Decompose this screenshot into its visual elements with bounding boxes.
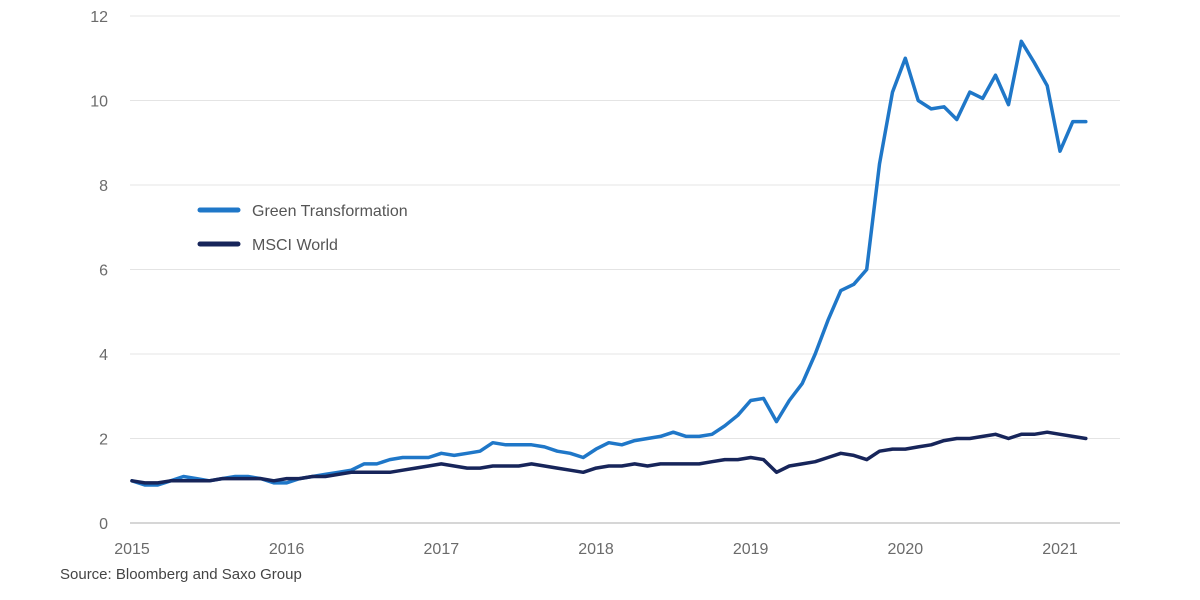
x-tick-label: 2017 [424,541,460,558]
y-tick-label: 10 [90,94,108,111]
x-tick-label: 2020 [888,541,924,558]
gridlines [130,15,1120,524]
source-note: Source: Bloomberg and Saxo Group [60,566,302,583]
series-line-msci-world [130,430,1088,485]
y-axis-ticks: 0 2 4 6 8 10 12 [90,9,108,533]
x-tick-label: 2016 [269,541,305,558]
legend: Green Transformation MSCI World [197,203,408,254]
y-tick-label: 6 [99,263,108,280]
series-line-green-transformation [130,39,1088,487]
x-axis-ticks: 2015 2016 2017 2018 2019 2020 2021 [114,541,1078,558]
x-tick-label: 2018 [578,541,614,558]
legend-label-green-transformation: Green Transformation [252,203,408,220]
legend-label-msci-world: MSCI World [252,237,338,254]
y-tick-label: 0 [99,516,108,533]
series-lines [130,39,1088,487]
y-tick-label: 12 [90,9,108,26]
y-tick-label: 4 [99,347,108,364]
x-tick-label: 2015 [114,541,150,558]
x-tick-label: 2019 [733,541,769,558]
y-tick-label: 8 [99,178,108,195]
x-tick-label: 2021 [1042,541,1078,558]
y-tick-label: 2 [99,432,108,449]
